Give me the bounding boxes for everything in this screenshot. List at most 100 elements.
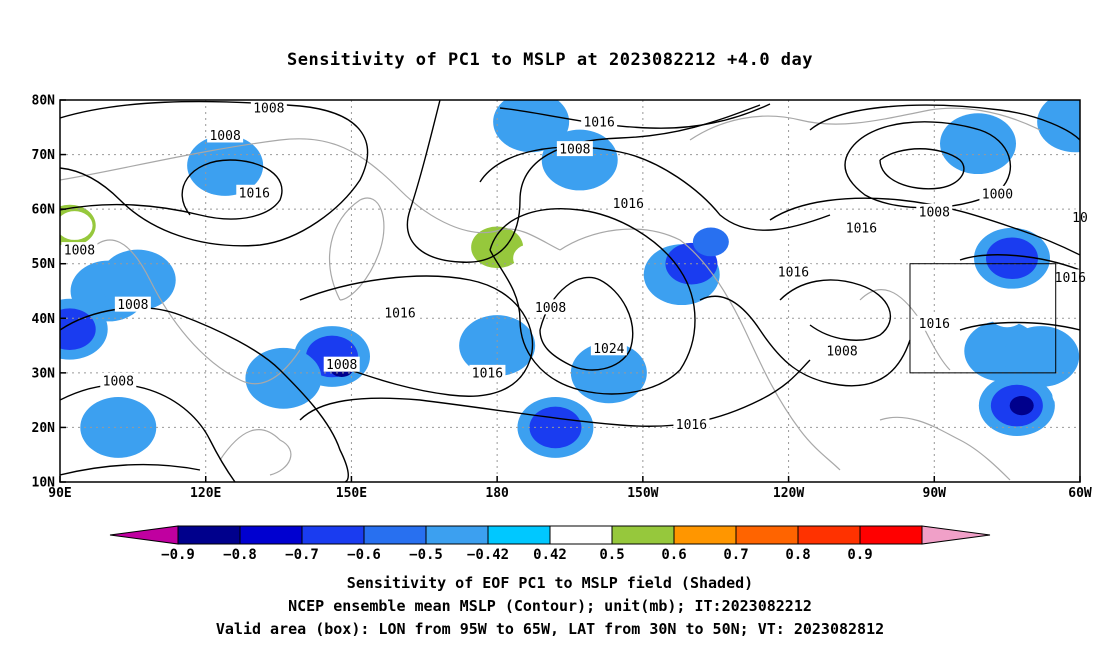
shaded-region xyxy=(1052,380,1080,410)
shaded-region xyxy=(80,397,157,458)
contour-label: 1016 xyxy=(919,317,950,332)
colorbar-swatch xyxy=(611,525,675,545)
contour-label-bg xyxy=(824,343,860,359)
shaded-region xyxy=(99,249,176,311)
lon-tick-label: 120W xyxy=(773,486,804,501)
contour-label-bg xyxy=(916,315,953,331)
contour-label-bg xyxy=(775,263,812,279)
lat-tick-label: 50N xyxy=(32,257,56,272)
colorbar-label: −0.8 xyxy=(223,547,257,563)
shaded-region xyxy=(245,347,322,409)
lat-tick-label: 60N xyxy=(32,203,56,218)
colorbar-label: 0.6 xyxy=(661,547,686,563)
contour-label: 1008 xyxy=(535,301,566,316)
colorbar-label: 0.8 xyxy=(785,547,810,563)
lon-tick-label: 150W xyxy=(627,486,658,501)
contour-label: 1016 xyxy=(846,222,877,237)
contour-label: 1008 xyxy=(117,298,148,313)
shaded-region xyxy=(1096,408,1100,437)
shaded-region xyxy=(60,308,96,350)
colorbar-label: 0.5 xyxy=(599,547,624,563)
shaded-region xyxy=(1088,401,1100,443)
contour-label-bg xyxy=(916,203,953,219)
caption-line-1: Sensitivity of EOF PC1 to MSLP field (Sh… xyxy=(346,574,754,592)
contour-label-bg xyxy=(61,242,98,258)
contour-label: 1016 xyxy=(384,306,415,321)
contour-label-bg xyxy=(100,373,137,389)
contour-label: 1016 xyxy=(676,418,707,433)
contour-label: 1024 xyxy=(593,342,624,357)
plot-frame xyxy=(59,99,1081,483)
contour-label: 1008 xyxy=(559,143,590,158)
shaded-region xyxy=(493,100,570,153)
contour-label-bg xyxy=(979,185,1016,201)
colorbar-label: −0.42 xyxy=(467,547,509,563)
lon-tick-label: 60W xyxy=(1068,486,1092,501)
colorbar-swatch xyxy=(487,525,551,545)
colorbar-label: −0.6 xyxy=(347,547,381,563)
contour-label-bg xyxy=(114,296,151,312)
colorbar-label: 0.7 xyxy=(723,547,748,563)
colorbar-swatch xyxy=(797,525,861,545)
contour-label: 1008 xyxy=(919,205,950,220)
shaded-region xyxy=(940,113,1016,175)
shaded-region xyxy=(986,237,1038,280)
contour-label: 1000 xyxy=(982,187,1013,202)
shaded-region xyxy=(187,135,264,196)
map-title: Sensitivity of PC1 to MSLP at 2023082212… xyxy=(286,50,813,70)
colorbar-swatch xyxy=(425,525,489,545)
contour-label-bg xyxy=(590,340,627,356)
colorbar-swatch xyxy=(301,525,365,545)
shaded-region xyxy=(570,342,647,404)
contour-label: 1016 xyxy=(778,265,809,280)
lon-tick-label: 180 xyxy=(485,486,509,501)
contour-label-layer: 1008101610081008100010161016100810161010… xyxy=(61,100,1090,433)
lat-tick-label: 30N xyxy=(32,366,56,381)
colorbar-swatch xyxy=(673,525,737,545)
contour-label-bg xyxy=(532,299,569,315)
colorbar-swatch xyxy=(363,525,427,545)
contour-label-bg xyxy=(610,195,647,211)
colorbar-swatch xyxy=(549,525,613,545)
contour-label-bg xyxy=(382,304,418,320)
shaded-region xyxy=(833,303,870,333)
caption-line-3: Valid area (box): LON from 95W to 65W, L… xyxy=(215,620,885,638)
colorbar-swatch xyxy=(735,525,799,545)
contour-label: 1008 xyxy=(826,345,857,360)
shaded-region xyxy=(60,211,93,240)
contour-label-bg xyxy=(469,364,506,380)
shaded-region xyxy=(1009,396,1034,416)
colorbar-swatch xyxy=(239,525,303,545)
shaded-region xyxy=(692,227,729,257)
lon-tick-label: 90W xyxy=(923,486,947,501)
contour-label: 1008 xyxy=(64,244,95,259)
contour-label-bg xyxy=(673,416,710,432)
shaded-region xyxy=(989,298,1026,328)
contour-label: 1008 xyxy=(253,102,284,117)
contour-label-bg xyxy=(323,356,360,372)
contour-label: 1008 xyxy=(103,375,134,390)
contour-label-bg xyxy=(556,141,593,157)
lat-tick-label: 20N xyxy=(32,421,56,436)
contour-label-bg xyxy=(581,113,618,129)
caption-line-2: NCEP ensemble mean MSLP (Contour); unit(… xyxy=(288,597,812,615)
colorbar-label: 0.42 xyxy=(533,547,567,563)
contour-label: 1008 xyxy=(326,358,357,373)
contour-label-bg xyxy=(207,127,244,143)
valid-area-box xyxy=(909,263,1057,374)
lat-tick-label: 10N xyxy=(32,476,56,491)
contour-label: 1016 xyxy=(583,115,614,130)
colorbar-label: −0.9 xyxy=(161,547,195,563)
lon-tick-label: 150E xyxy=(336,486,367,501)
contour-label-bg xyxy=(236,184,273,200)
colorbar-label: −0.7 xyxy=(285,547,319,563)
contour-label-bg xyxy=(843,220,880,236)
colorbar-swatch xyxy=(859,525,923,545)
lat-tick-label: 70N xyxy=(32,148,56,163)
contour-label: 1016 xyxy=(239,186,270,201)
colorbar-label: 0.9 xyxy=(847,547,872,563)
shaded-region xyxy=(1003,326,1080,387)
contour-label: 1016 xyxy=(1055,271,1086,286)
